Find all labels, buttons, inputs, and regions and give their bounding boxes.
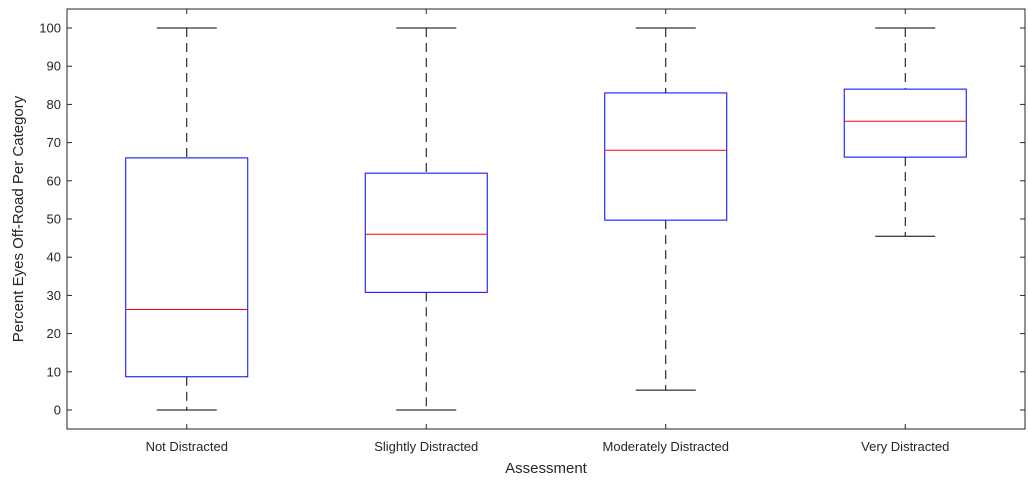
x-tick-label: Not Distracted	[146, 439, 228, 454]
x-axis-title: Assessment	[505, 460, 588, 477]
y-tick-label: 40	[47, 250, 61, 265]
y-tick-label: 70	[47, 135, 61, 150]
y-tick-label: 30	[47, 288, 61, 303]
box-group	[604, 27, 728, 391]
x-tick-label: Slightly Distracted	[374, 439, 478, 454]
y-tick-label: 60	[47, 173, 61, 188]
box-group	[843, 27, 967, 237]
iqr-box	[364, 172, 488, 293]
boxes	[125, 27, 967, 411]
y-tick-label: 80	[47, 97, 61, 112]
x-tick-label: Very Distracted	[861, 439, 949, 454]
box-group	[125, 27, 249, 411]
iqr-box	[843, 88, 967, 158]
x-tick-label: Moderately Distracted	[603, 439, 729, 454]
y-tick-label: 0	[54, 403, 61, 418]
y-tick-label: 50	[47, 212, 61, 227]
y-tick-label: 100	[39, 21, 61, 36]
y-tick-label: 10	[47, 364, 61, 379]
box-group	[364, 27, 488, 411]
y-axis: 0 10 20 30 40 50 60 70 80 90 100	[39, 21, 1025, 418]
y-tick-label: 90	[47, 59, 61, 74]
y-tick-label: 20	[47, 326, 61, 341]
x-axis: Not Distracted Slightly Distracted Moderat…	[146, 9, 949, 454]
plot-area	[66, 8, 1026, 430]
y-axis-title: Percent Eyes Off-Road Per Category	[10, 95, 27, 342]
iqr-box	[604, 92, 728, 221]
iqr-box	[125, 157, 249, 378]
